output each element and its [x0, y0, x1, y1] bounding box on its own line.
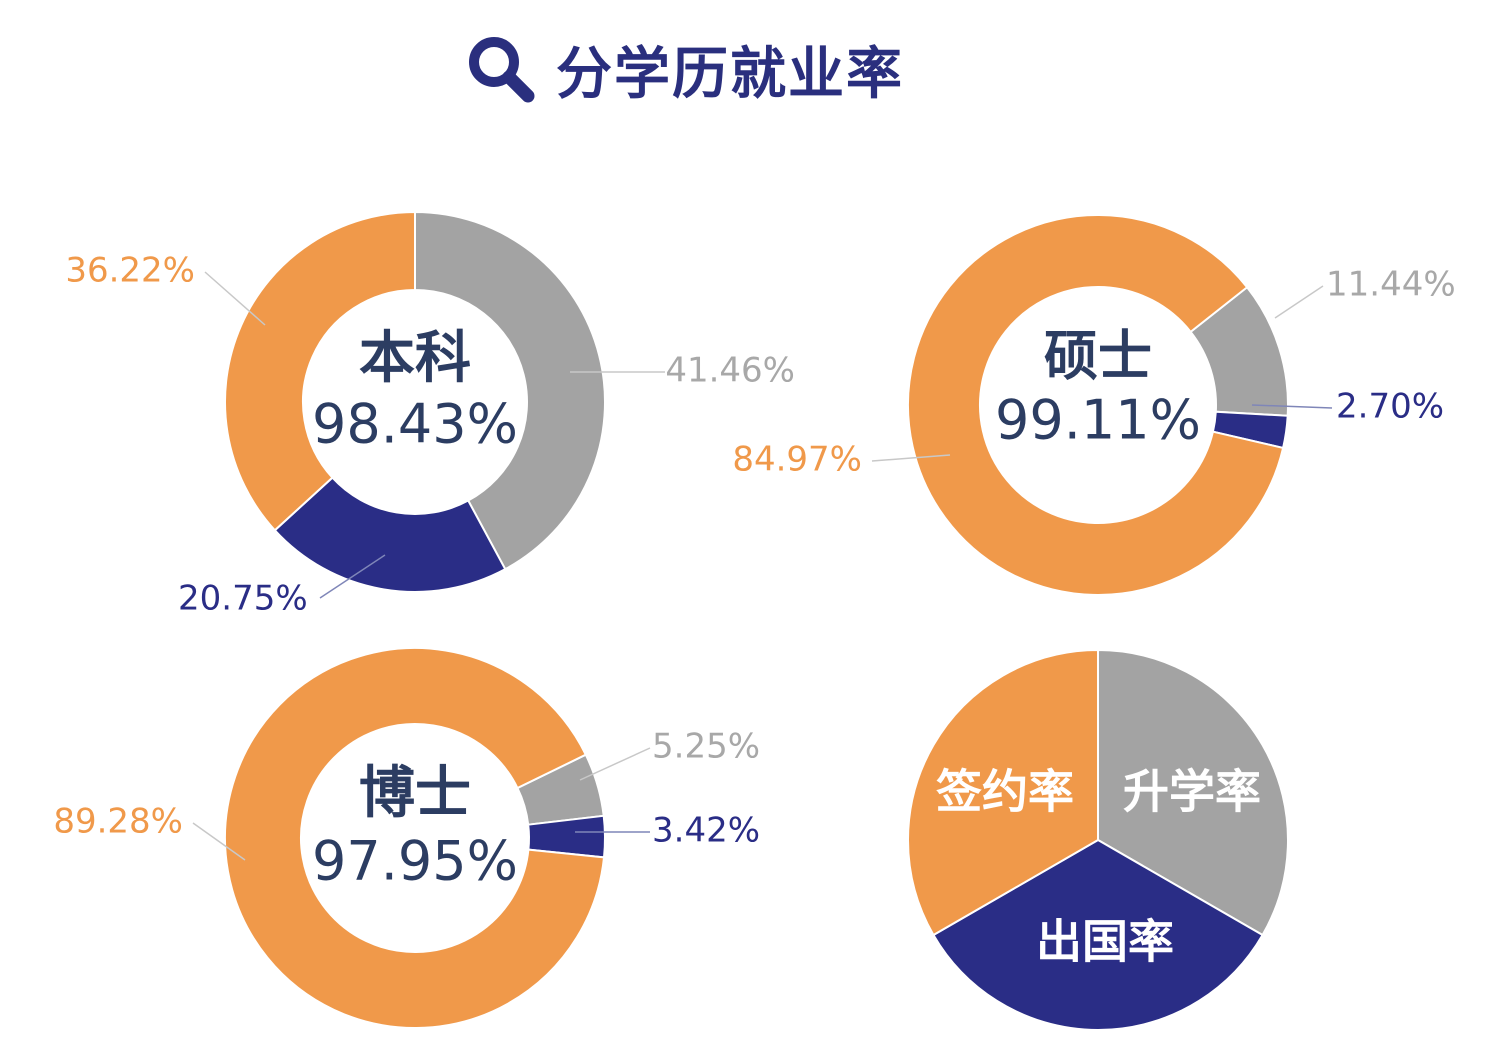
- center-value: 99.11%: [995, 389, 1201, 452]
- leader-line: [871, 454, 951, 462]
- data-label: 5.25%: [652, 727, 760, 767]
- page-title: 分学历就业率: [556, 41, 904, 107]
- slice-study: [414, 210, 606, 571]
- leader-line: [1251, 404, 1333, 409]
- slice-abroad: [273, 476, 507, 593]
- legend-label: 升学率: [1123, 765, 1261, 819]
- search-icon: [469, 37, 535, 103]
- slice-sign: [224, 647, 606, 1029]
- data-label: 20.75%: [178, 579, 308, 619]
- slice-study: [1097, 648, 1289, 937]
- header: 分学历就业率: [462, 24, 904, 114]
- center-label: 博士: [359, 761, 471, 826]
- center-label: 本科: [359, 326, 471, 391]
- data-label: 2.70%: [1336, 387, 1444, 427]
- data-label: 36.22%: [65, 251, 195, 291]
- data-label: 41.46%: [665, 351, 795, 391]
- data-label: 89.28%: [53, 802, 183, 842]
- slice-abroad: [932, 838, 1264, 1031]
- legend-label: 签约率: [936, 765, 1074, 819]
- data-label: 11.44%: [1326, 265, 1456, 305]
- leader-line: [579, 747, 651, 781]
- slice-sign: [907, 648, 1099, 937]
- center-value: 98.43%: [312, 393, 518, 456]
- slice-sign: [907, 213, 1285, 596]
- legend-label: 出国率: [1036, 915, 1174, 969]
- data-label: 3.42%: [652, 811, 760, 851]
- slice-sign: [224, 210, 416, 532]
- center-value: 97.95%: [312, 830, 518, 893]
- leader-line: [192, 822, 246, 861]
- leader-line: [204, 271, 266, 326]
- leader-line: [1274, 285, 1324, 319]
- center-label: 硕士: [1044, 325, 1152, 388]
- data-label: 84.97%: [732, 440, 862, 480]
- leader-line: [319, 554, 386, 599]
